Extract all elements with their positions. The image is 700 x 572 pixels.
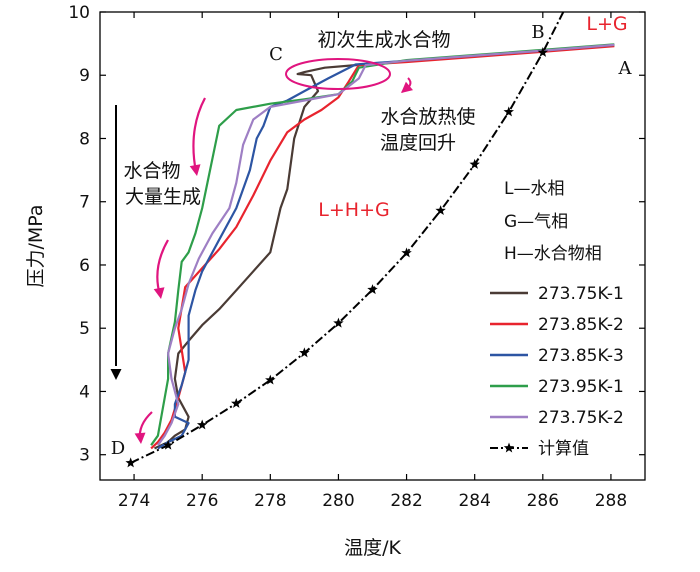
calc-star-point: [537, 46, 549, 57]
phase-g-label: G—气相: [504, 212, 568, 232]
legend-label-1: 273.85K-2: [538, 315, 624, 335]
point-a-label: A: [618, 58, 633, 79]
legend-label-4: 273.75K-2: [538, 408, 624, 428]
heat-release-label-2: 温度回升: [380, 132, 456, 154]
phase-h-label: H—水合物相: [504, 244, 602, 264]
heat-release-label-1: 水合放热使: [380, 106, 475, 128]
calc-star-point: [401, 247, 412, 258]
legend-star-marker: [503, 442, 515, 453]
phase-l-label: L—水相: [504, 179, 564, 199]
legend-label-2: 273.85K-3: [538, 346, 624, 366]
x-tick-label: 274: [118, 491, 150, 511]
region-lhg-label: L+H+G: [318, 199, 389, 221]
calc-star-point: [162, 439, 174, 450]
legend-label-0: 273.75K-1: [538, 284, 624, 304]
calc-star-point: [265, 374, 276, 385]
series-line-0: [154, 44, 615, 450]
legend-label-3: 273.95K-1: [538, 377, 624, 397]
calc-star-point: [367, 284, 378, 295]
calc-star-point: [299, 347, 310, 358]
bracket-arrow-2: [156, 239, 169, 296]
series-line-5: [130, 11, 565, 464]
mass-formation-label-1: 水合物: [123, 160, 180, 182]
initial-hydrate-label: 初次生成水合物: [317, 29, 450, 51]
y-tick-label: 10: [68, 3, 90, 23]
point-c-label: C: [269, 44, 283, 65]
calc-star-point: [125, 457, 136, 468]
x-tick-label: 288: [595, 491, 627, 511]
calc-star-point: [503, 106, 514, 117]
bracket-arrow-2-head: [153, 287, 165, 299]
y-tick-label: 4: [79, 382, 90, 402]
calc-star-point: [231, 397, 242, 408]
calc-star-point: [196, 419, 208, 430]
mass-formation-label-2: 大量生成: [125, 186, 201, 208]
calc-star-point: [469, 158, 480, 169]
point-b-label: B: [531, 22, 544, 43]
region-lg-label: L+G: [586, 13, 627, 35]
y-tick-label: 8: [79, 129, 90, 149]
bracket-arrow-3-head: [134, 432, 146, 444]
y-tick-label: 7: [79, 193, 90, 213]
x-tick-label: 286: [527, 491, 559, 511]
hydrate-onset-ellipse: [285, 58, 391, 90]
point-d-label: D: [111, 438, 125, 459]
x-tick-label: 282: [390, 491, 422, 511]
x-tick-label: 278: [254, 491, 286, 511]
bracket-arrow-1-head: [189, 164, 201, 176]
plot-frame: [99, 11, 646, 481]
y-tick-label: 5: [79, 319, 90, 339]
bracket-arrow-1: [192, 97, 206, 173]
y-tick-label: 6: [79, 256, 90, 276]
heat-arrow-head: [401, 81, 413, 93]
series-line-4: [157, 43, 615, 446]
calc-star-point: [435, 205, 446, 216]
x-tick-label: 284: [458, 491, 490, 511]
y-tick-label: 9: [79, 66, 90, 86]
x-axis-title: 温度/K: [344, 537, 401, 559]
pressure-drop-arrow-head: [110, 369, 122, 380]
x-tick-label: 280: [322, 491, 354, 511]
x-tick-label: 276: [186, 491, 218, 511]
y-axis-title: 压力/MPa: [25, 204, 47, 287]
legend-label-5: 计算值: [538, 439, 589, 459]
calc-star-point: [333, 317, 344, 328]
y-tick-label: 3: [79, 446, 90, 466]
